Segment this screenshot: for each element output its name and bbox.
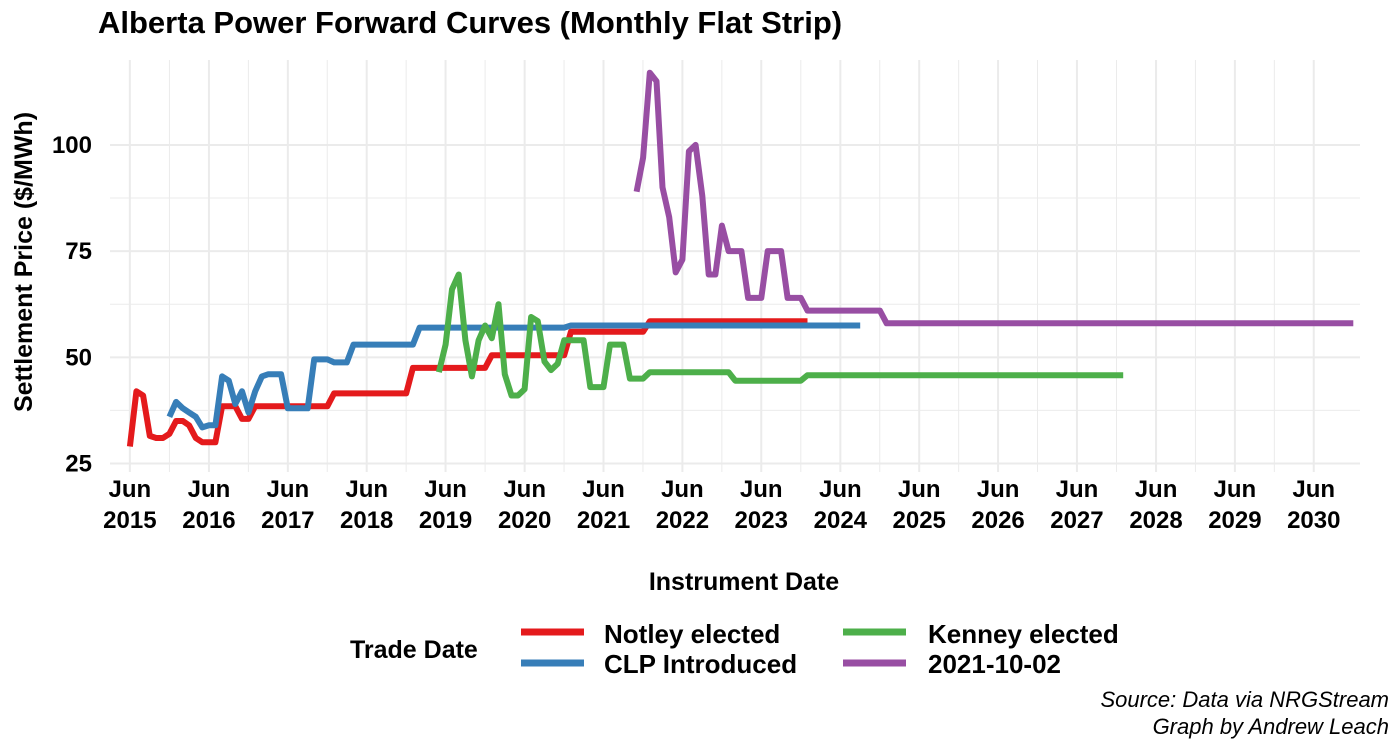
y-tick-labels: 25 50 75 100 xyxy=(52,132,92,478)
caption-source: Source: Data via NRGStream xyxy=(1100,687,1389,712)
x-tick-label: Jun 2030 xyxy=(1287,476,1340,534)
series-lines xyxy=(126,69,1354,447)
legend-item-notley: Notley elected xyxy=(521,619,780,649)
legend-title: Trade Date xyxy=(350,636,478,664)
x-tick-label: Jun 2018 xyxy=(340,476,393,534)
x-tick-label: Jun 2017 xyxy=(261,476,314,534)
x-tick-label: Jun 2023 xyxy=(735,476,788,534)
legend-item-clp: CLP Introduced xyxy=(521,649,797,679)
x-tick-label: Jun 2020 xyxy=(498,476,551,534)
x-tick-label: Jun 2019 xyxy=(419,476,472,534)
x-tick-label: Jun 2027 xyxy=(1050,476,1103,534)
x-tick-label: Jun 2021 xyxy=(577,476,630,534)
legend-label-2021-10-02: 2021-10-02 xyxy=(928,649,1061,679)
series-line-4 xyxy=(633,69,1354,327)
series-line-3 xyxy=(435,271,1124,399)
x-tick-label: Jun 2029 xyxy=(1208,476,1261,534)
x-tick-labels: Jun 2015 Jun 2016 Jun 2017 Jun 2018 Jun 2019 Jun 20… xyxy=(103,476,1340,534)
x-tick-label: Jun 2026 xyxy=(971,476,1024,534)
x-tick-label: Jun 2028 xyxy=(1129,476,1182,534)
legend-item-kenney: Kenney elected xyxy=(843,619,1119,649)
y-tick-label: 75 xyxy=(65,238,92,265)
x-axis-label: Instrument Date xyxy=(649,568,839,596)
caption-author: Graph by Andrew Leach xyxy=(1153,714,1389,739)
legend-item-2021-10-02: 2021-10-02 xyxy=(843,649,1061,679)
x-tick-label: Jun 2024 xyxy=(814,476,868,534)
x-tick-label: Jun 2016 xyxy=(182,476,235,534)
y-axis-label: Settlement Price ($/MWh) xyxy=(10,112,38,412)
legend: Trade Date Notley elected CLP Introduced… xyxy=(350,619,1119,679)
series-line-1 xyxy=(126,318,808,447)
legend-label-notley: Notley elected xyxy=(604,619,780,649)
chart-title: Alberta Power Forward Curves (Monthly Fl… xyxy=(98,5,842,40)
y-tick-label: 100 xyxy=(52,132,92,159)
x-tick-label: Jun 2025 xyxy=(893,476,946,534)
legend-label-kenney: Kenney elected xyxy=(928,619,1119,649)
x-tick-label: Jun 2015 xyxy=(103,476,156,534)
y-tick-label: 25 xyxy=(65,451,92,478)
series-line-2 xyxy=(166,322,861,431)
y-tick-label: 50 xyxy=(65,344,92,371)
x-tick-label: Jun 2022 xyxy=(656,476,709,534)
legend-label-clp: CLP Introduced xyxy=(604,649,797,679)
